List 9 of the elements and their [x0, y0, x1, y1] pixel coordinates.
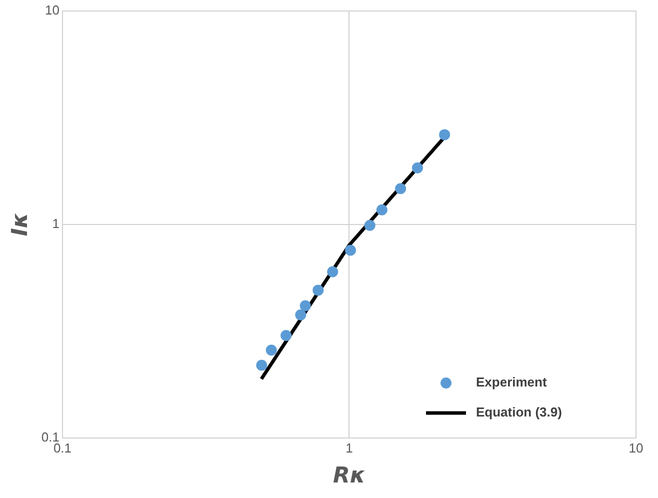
- y-axis-title: Iκ: [8, 212, 33, 236]
- y-tick-label: 1: [52, 216, 60, 231]
- legend-label: Experiment: [476, 374, 548, 390]
- x-axis-title: Rκ: [332, 464, 366, 489]
- legend-label: Equation (3.9): [476, 404, 562, 420]
- x-tick-label: 1: [346, 440, 353, 456]
- y-tick-label: 10: [45, 2, 60, 18]
- y-tick-label: 0.1: [41, 430, 60, 445]
- x-tick-label: 10: [628, 440, 644, 456]
